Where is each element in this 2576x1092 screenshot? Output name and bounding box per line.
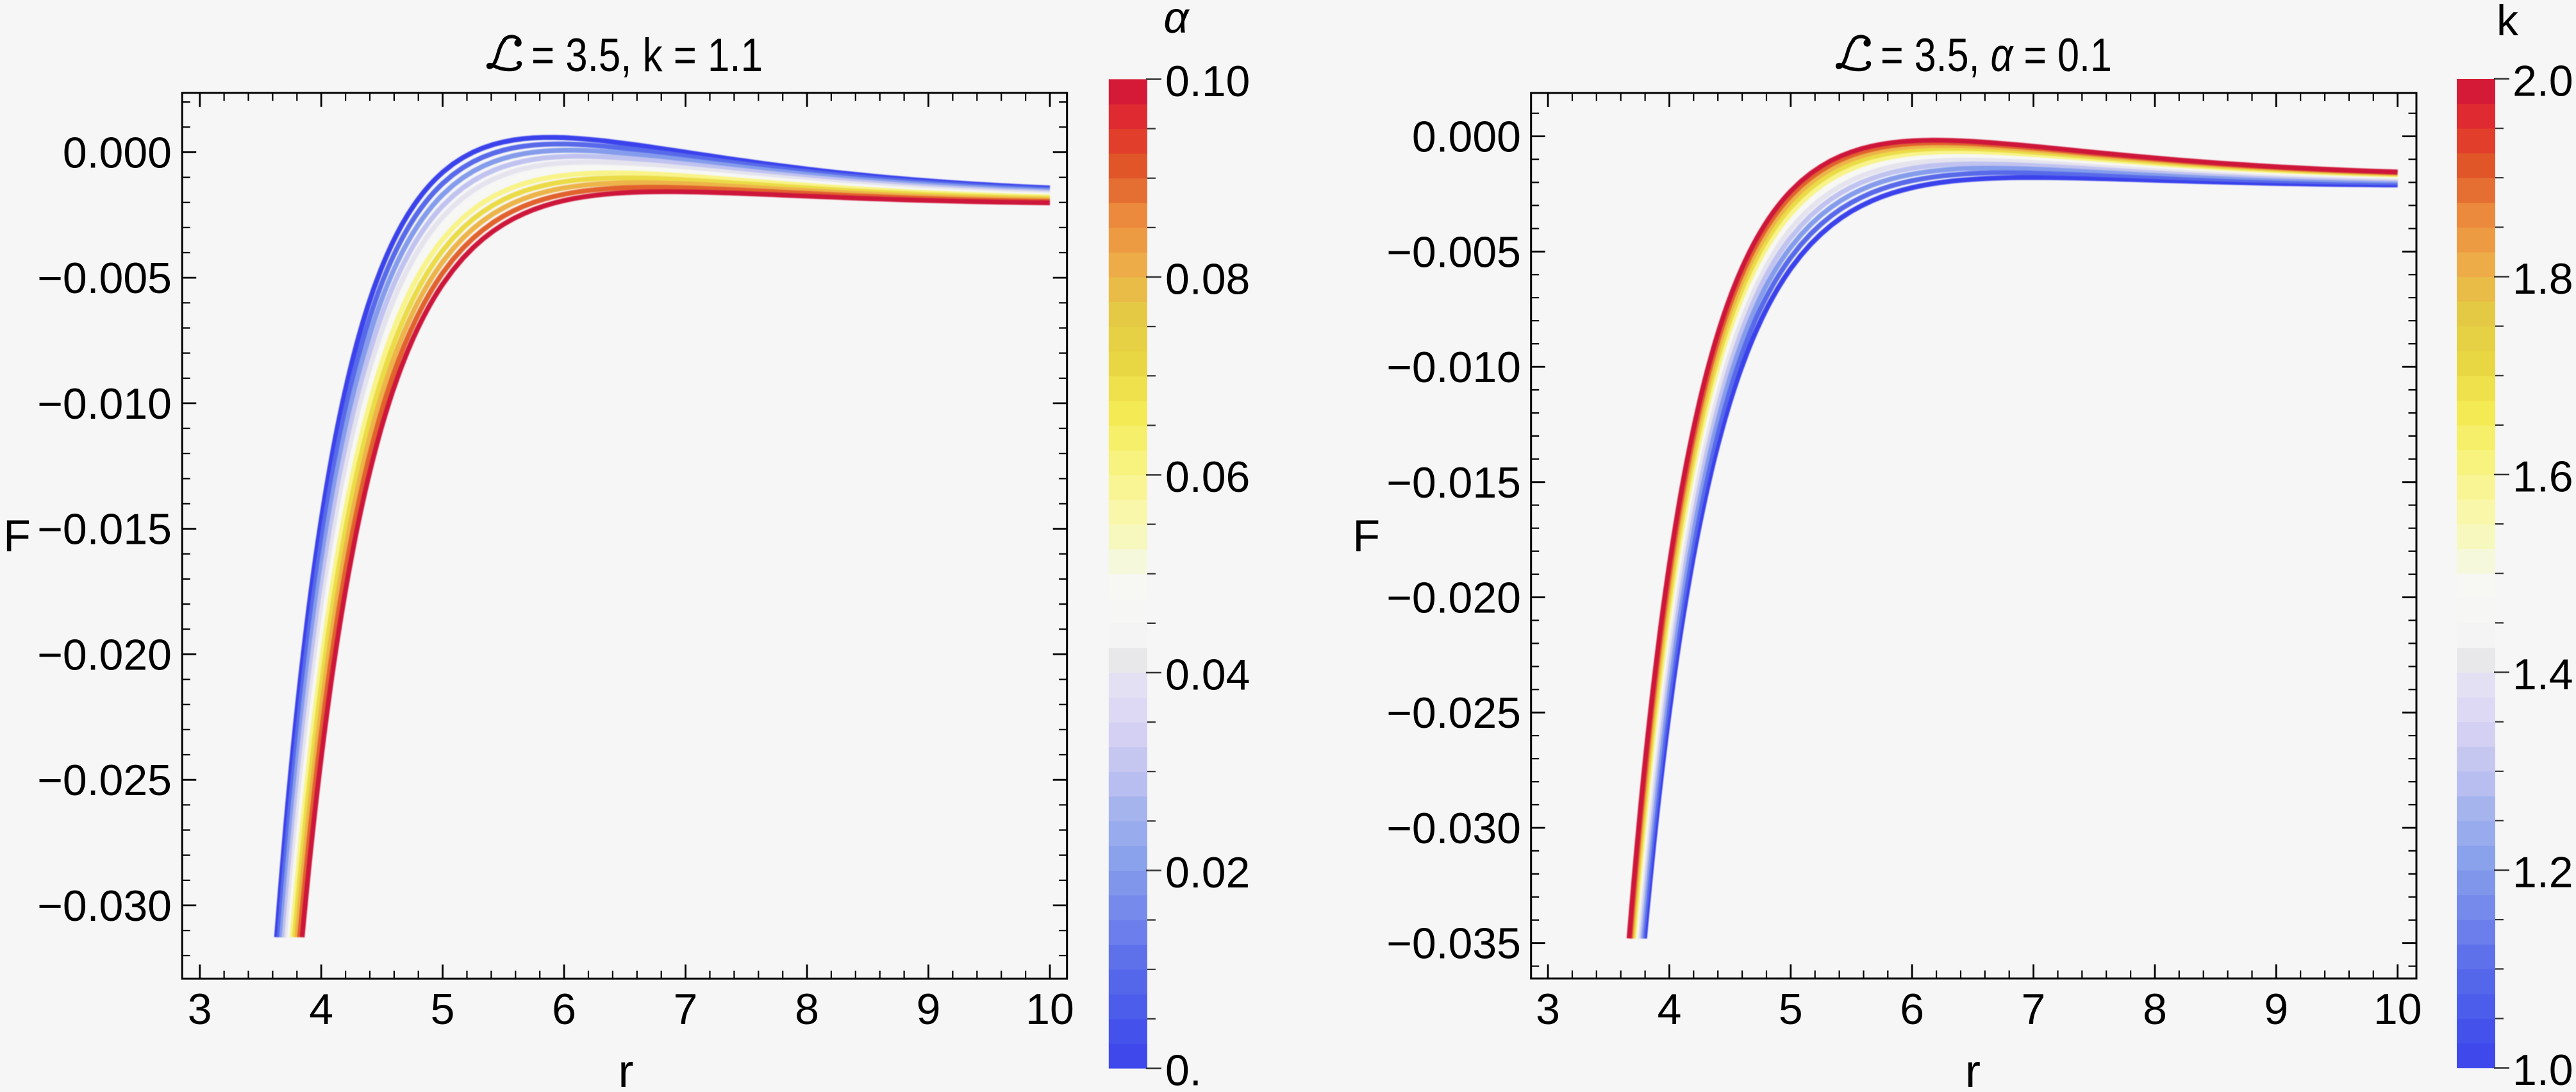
svg-text:0.02: 0.02	[1165, 848, 1250, 897]
svg-text:1.4: 1.4	[2513, 650, 2573, 699]
svg-text:4: 4	[1658, 985, 1682, 1034]
svg-text:0.000: 0.000	[1412, 113, 1521, 162]
svg-text:0.000: 0.000	[63, 128, 172, 177]
svg-text:−0.020: −0.020	[37, 630, 172, 679]
svg-text:F: F	[1352, 511, 1380, 561]
svg-text:k: k	[2497, 0, 2519, 45]
svg-text:2.0: 2.0	[2513, 57, 2573, 106]
svg-text:−0.010: −0.010	[37, 380, 172, 428]
svg-text:4: 4	[309, 985, 333, 1034]
svg-text:−0.015: −0.015	[1386, 458, 1521, 507]
svg-text:−0.025: −0.025	[1386, 689, 1521, 737]
svg-text:5: 5	[1779, 985, 1803, 1034]
svg-text:0.10: 0.10	[1165, 57, 1250, 106]
svg-text:0.08: 0.08	[1165, 255, 1250, 304]
svg-text:= 3.5, α = 0.1: = 3.5, α = 0.1	[1881, 29, 2112, 81]
svg-text:= 3.5, k = 1.1: = 3.5, k = 1.1	[531, 29, 763, 81]
svg-text:5: 5	[431, 985, 455, 1034]
svg-text:0.06: 0.06	[1165, 453, 1250, 501]
svg-text:−0.035: −0.035	[1386, 920, 1521, 968]
svg-text:−0.010: −0.010	[1386, 343, 1521, 392]
svg-text:1.6: 1.6	[2513, 453, 2573, 501]
svg-text:6: 6	[552, 985, 576, 1034]
svg-text:8: 8	[795, 985, 819, 1034]
svg-text:9: 9	[2264, 985, 2288, 1034]
svg-text:10: 10	[1026, 985, 1074, 1034]
svg-text:6: 6	[1900, 985, 1924, 1034]
svg-text:−0.030: −0.030	[1386, 804, 1521, 853]
svg-text:−0.005: −0.005	[1386, 228, 1521, 276]
svg-text:−0.030: −0.030	[37, 882, 172, 930]
svg-text:α: α	[1163, 0, 1190, 42]
svg-text:r: r	[619, 1046, 634, 1092]
svg-text:3: 3	[188, 985, 212, 1034]
svg-text:F: F	[3, 511, 31, 561]
svg-text:−0.015: −0.015	[37, 505, 172, 554]
svg-text:7: 7	[674, 985, 698, 1034]
svg-text:7: 7	[2022, 985, 2046, 1034]
svg-text:10: 10	[2373, 985, 2422, 1034]
svg-text:3: 3	[1536, 985, 1560, 1034]
svg-text:r: r	[1965, 1046, 1981, 1092]
svg-text:−0.025: −0.025	[37, 756, 172, 805]
svg-text:1.2: 1.2	[2513, 848, 2573, 897]
svg-text:−0.005: −0.005	[37, 254, 172, 303]
svg-text:1.0: 1.0	[2513, 1046, 2573, 1092]
svg-text:−0.020: −0.020	[1386, 574, 1521, 623]
svg-text:0.: 0.	[1165, 1046, 1202, 1092]
svg-text:1.8: 1.8	[2513, 255, 2573, 303]
svg-text:8: 8	[2143, 985, 2167, 1034]
svg-text:9: 9	[917, 985, 941, 1034]
svg-text:0.04: 0.04	[1165, 651, 1250, 700]
